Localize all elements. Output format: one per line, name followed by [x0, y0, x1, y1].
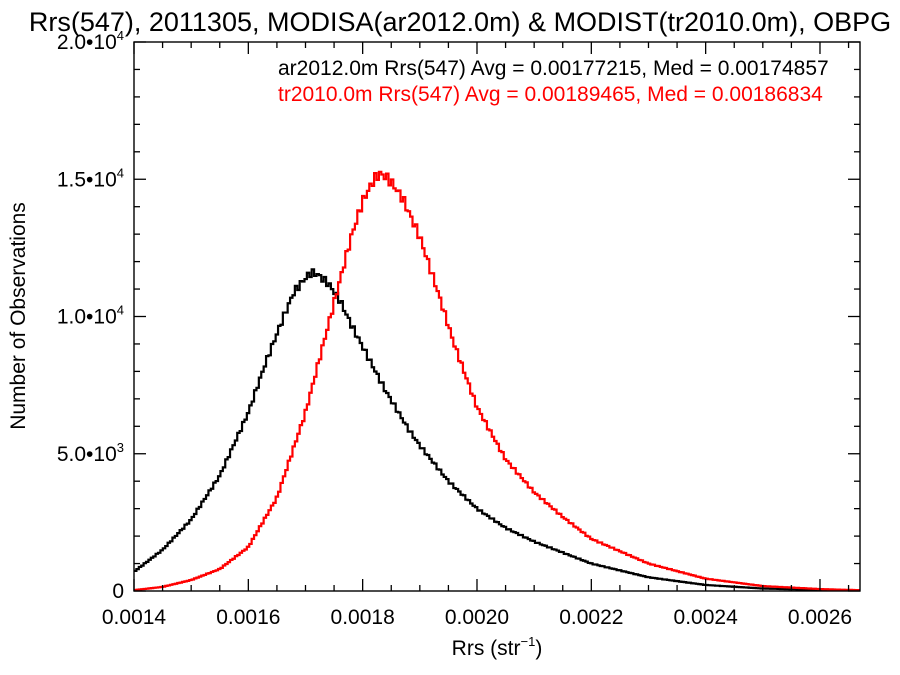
y-tick-label-base: 1.5•10: [57, 168, 117, 191]
annotation-group: ar2012.0m Rrs(547) Avg = 0.00177215, Med…: [278, 57, 829, 106]
x-tick-label: 0.0026: [788, 606, 852, 629]
x-tick-label: 0.0016: [216, 606, 280, 629]
x-tick-label: 0.0022: [559, 606, 623, 629]
y-tick-label: 1.5•104: [57, 165, 124, 191]
x-tick-label: 0.0018: [331, 606, 395, 629]
series-line-1: [134, 170, 861, 592]
x-axis: 0.0014 0.0016 0.0018 0.0020 0.0022 0.0024 0.00…: [102, 42, 852, 629]
series-group: [134, 170, 861, 592]
annotation-text: ar2012.0m Rrs(547) Avg = 0.00177215, Med…: [278, 57, 829, 80]
y-tick-label: 1.0•104: [57, 303, 124, 329]
y-tick-label-exponent: 4: [117, 28, 124, 43]
y-tick-label: 2.0•104: [57, 28, 124, 54]
x-axis-label-close: ): [535, 637, 542, 660]
x-tick-label: 0.0014: [102, 606, 167, 629]
y-tick-label-base: 0: [112, 580, 124, 603]
y-tick-label-base: 5.0•10: [57, 443, 117, 466]
y-tick-label-base: 2.0•10: [57, 31, 117, 54]
x-tick-label: 0.0020: [445, 606, 509, 629]
y-axis-label: Number of Observations: [7, 202, 30, 430]
x-axis-label: Rrs (str−1): [452, 634, 543, 660]
x-tick-label: 0.0024: [674, 606, 739, 629]
y-tick-label-exponent: 3: [117, 440, 124, 455]
y-tick-label: 0: [112, 580, 124, 603]
y-tick-label: 5.0•103: [57, 440, 124, 466]
y-tick-label-exponent: 4: [117, 165, 124, 180]
x-axis-label-text: Rrs (str: [452, 637, 521, 660]
annotation-text: tr2010.0m Rrs(547) Avg = 0.00189465, Med…: [278, 83, 823, 106]
y-tick-label-exponent: 4: [117, 303, 124, 318]
chart-title: Rrs(547), 2011305, MODISA(ar2012.0m) & M…: [29, 7, 891, 37]
y-tick-label-base: 1.0•10: [57, 306, 117, 329]
series-line-0: [134, 268, 861, 592]
x-axis-label-exponent: −1: [521, 634, 536, 649]
